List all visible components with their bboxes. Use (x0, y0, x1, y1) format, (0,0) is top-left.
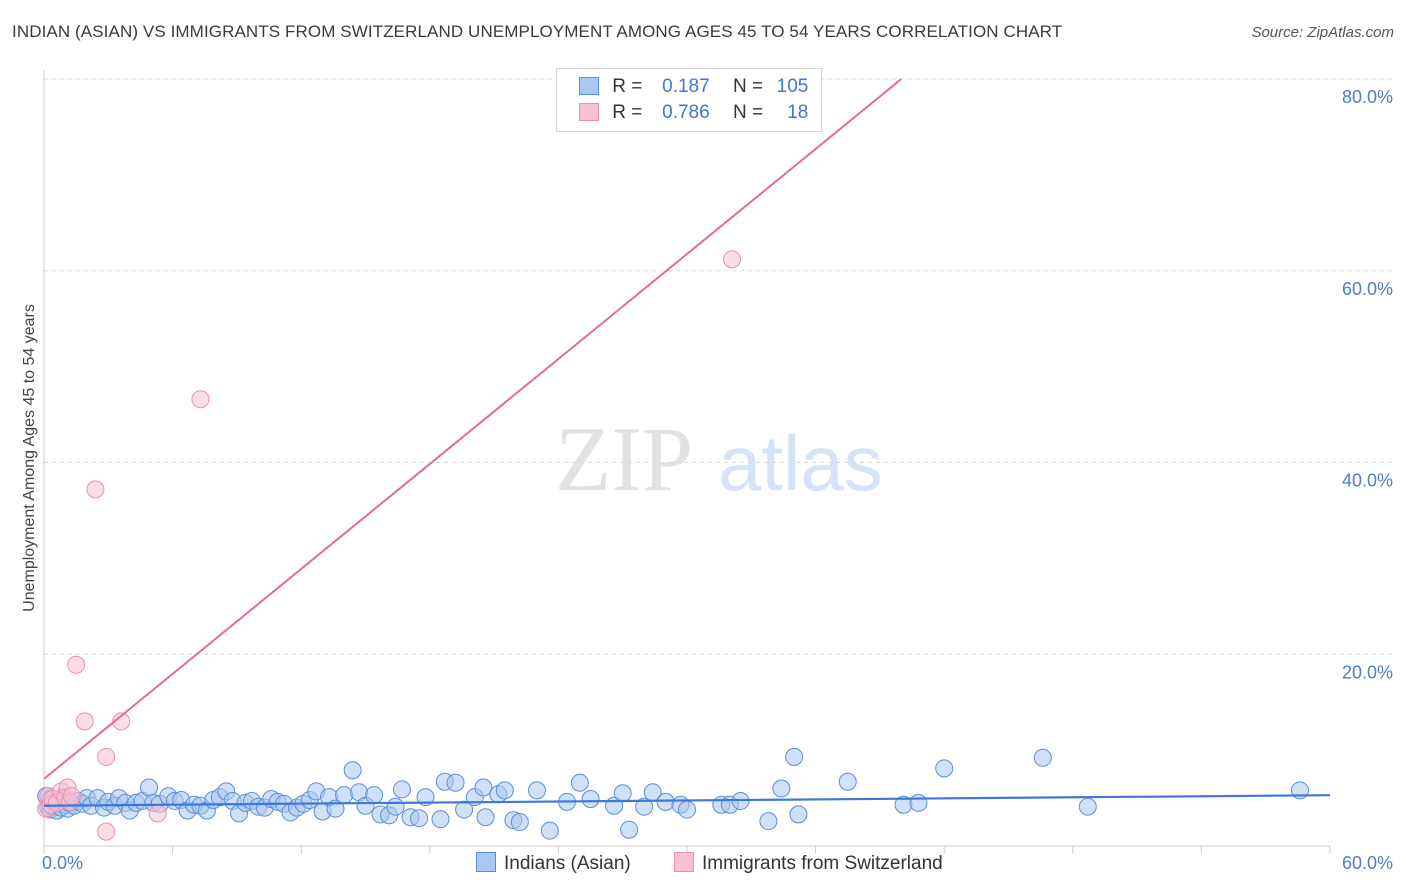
data-point-switzerland (97, 822, 116, 841)
chart-title: INDIAN (ASIAN) VS IMMIGRANTS FROM SWITZE… (12, 22, 1063, 41)
data-point-indians (495, 781, 514, 800)
watermark-zip: ZIP (555, 408, 693, 510)
data-point-indians (909, 793, 928, 812)
data-point-indians (570, 773, 589, 792)
data-point-indians (476, 808, 495, 827)
y-tick-label: 80.0% (1342, 87, 1393, 107)
y-axis-title: Unemployment Among Ages 45 to 54 years (21, 304, 38, 612)
y-tick-label: 20.0% (1342, 662, 1393, 682)
legend-swatch-blue (579, 77, 599, 95)
y-tick-label: 40.0% (1342, 471, 1393, 491)
x-tick-labels: 0.0% 60.0% (42, 853, 1393, 873)
trendline-indians (43, 794, 1331, 807)
data-point-switzerland (75, 712, 94, 731)
data-point-indians (446, 773, 465, 792)
data-point-switzerland (723, 250, 742, 269)
data-point-switzerland (67, 655, 86, 674)
data-point-indians (620, 820, 639, 839)
bottom-legend-switzerland: Immigrants from Switzerland (674, 852, 943, 878)
data-point-indians (455, 800, 474, 819)
legend-n-value: 18 (787, 102, 809, 123)
data-point-switzerland (191, 390, 210, 409)
data-point-indians (935, 759, 954, 778)
data-point-indians (343, 761, 362, 780)
data-point-indians (365, 786, 384, 805)
trendline-switzerland (43, 78, 902, 780)
series-indians-points (37, 747, 1309, 840)
bottom-legend-label-indians: Indians (Asian) (504, 853, 631, 874)
legend-row-indians: R = 0.187 N = 105 (579, 76, 808, 100)
legend-row-switzerland: R = 0.786 N = 18 (579, 102, 808, 126)
data-point-switzerland (148, 804, 167, 823)
bottom-legend-indians: Indians (Asian) (476, 852, 631, 878)
data-point-indians (785, 747, 804, 766)
data-point-indians (540, 821, 559, 840)
legend-swatch-pink (579, 103, 599, 121)
x-tick-label: 0.0% (42, 853, 83, 873)
legend-n-value: 105 (776, 76, 809, 97)
data-point-indians (838, 772, 857, 791)
data-point-indians (678, 800, 696, 819)
data-point-indians (140, 778, 159, 797)
data-point-indians (410, 809, 429, 828)
data-point-indians (335, 786, 354, 805)
data-point-indians (656, 792, 675, 811)
trendlines (43, 78, 1331, 807)
data-point-indians (759, 812, 778, 831)
data-point-indians (386, 797, 405, 816)
data-point-indians (581, 790, 600, 809)
legend-r-label: R = (612, 76, 643, 97)
legend-r-value: 0.187 (662, 76, 710, 97)
data-point-switzerland (97, 747, 116, 766)
data-point-indians (613, 784, 632, 803)
data-point-indians (772, 779, 791, 798)
legend-r-value: 0.786 (662, 102, 710, 123)
bottom-legend-swatch-pink (674, 852, 694, 872)
legend-stats: R = 0.187 N = 105 R = 0.786 N = 18 (556, 68, 822, 132)
data-point-indians (1033, 748, 1052, 767)
bottom-legend-label-switzerland: Immigrants from Switzerland (702, 853, 943, 874)
data-point-indians (474, 778, 493, 797)
data-point-indians (527, 781, 546, 800)
data-point-switzerland (112, 712, 131, 731)
data-point-indians (416, 788, 435, 807)
axes (43, 70, 1331, 854)
bottom-legend-swatch-blue (476, 852, 496, 872)
legend-n-label: N = (732, 76, 764, 97)
legend-n-label: N = (732, 102, 764, 123)
legend-r-label: R = (612, 102, 643, 123)
series-switzerland-points (37, 250, 742, 841)
data-point-indians (392, 780, 411, 799)
data-point-switzerland (62, 787, 81, 806)
data-point-indians (510, 813, 529, 832)
x-tick-label: 60.0% (1342, 853, 1393, 873)
data-point-indians (431, 810, 450, 829)
source-credit: Source: ZipAtlas.com (1251, 24, 1394, 41)
data-point-indians (635, 797, 654, 816)
data-point-switzerland (86, 480, 105, 499)
y-tick-label: 60.0% (1342, 279, 1393, 299)
gridlines (44, 78, 1392, 655)
data-point-indians (789, 805, 808, 824)
data-point-indians (1078, 797, 1097, 816)
y-tick-labels: 20.0% 40.0% 60.0% 80.0% (1342, 87, 1393, 682)
